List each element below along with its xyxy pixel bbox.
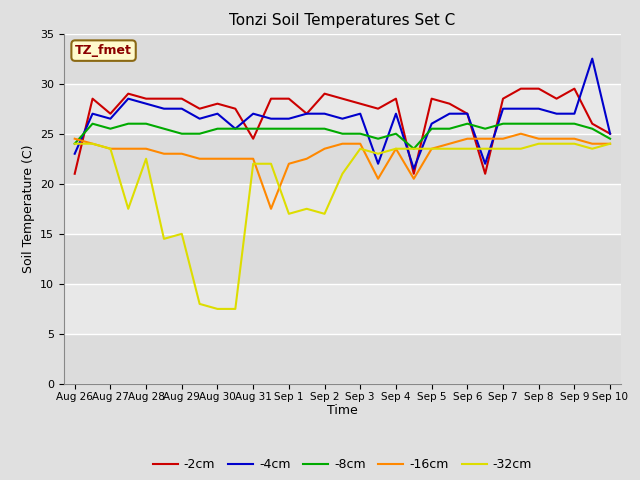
- Legend: -2cm, -4cm, -8cm, -16cm, -32cm: -2cm, -4cm, -8cm, -16cm, -32cm: [148, 453, 537, 476]
- Text: TZ_fmet: TZ_fmet: [75, 44, 132, 57]
- Bar: [64, 284, 621, 334]
- Bar: [64, 334, 621, 384]
- Title: Tonzi Soil Temperatures Set C: Tonzi Soil Temperatures Set C: [229, 13, 456, 28]
- Bar: [64, 234, 621, 284]
- Bar: [64, 134, 621, 184]
- Bar: [64, 84, 621, 134]
- Y-axis label: Soil Temperature (C): Soil Temperature (C): [22, 144, 35, 273]
- Bar: [64, 34, 621, 84]
- Bar: [64, 184, 621, 234]
- X-axis label: Time: Time: [327, 405, 358, 418]
